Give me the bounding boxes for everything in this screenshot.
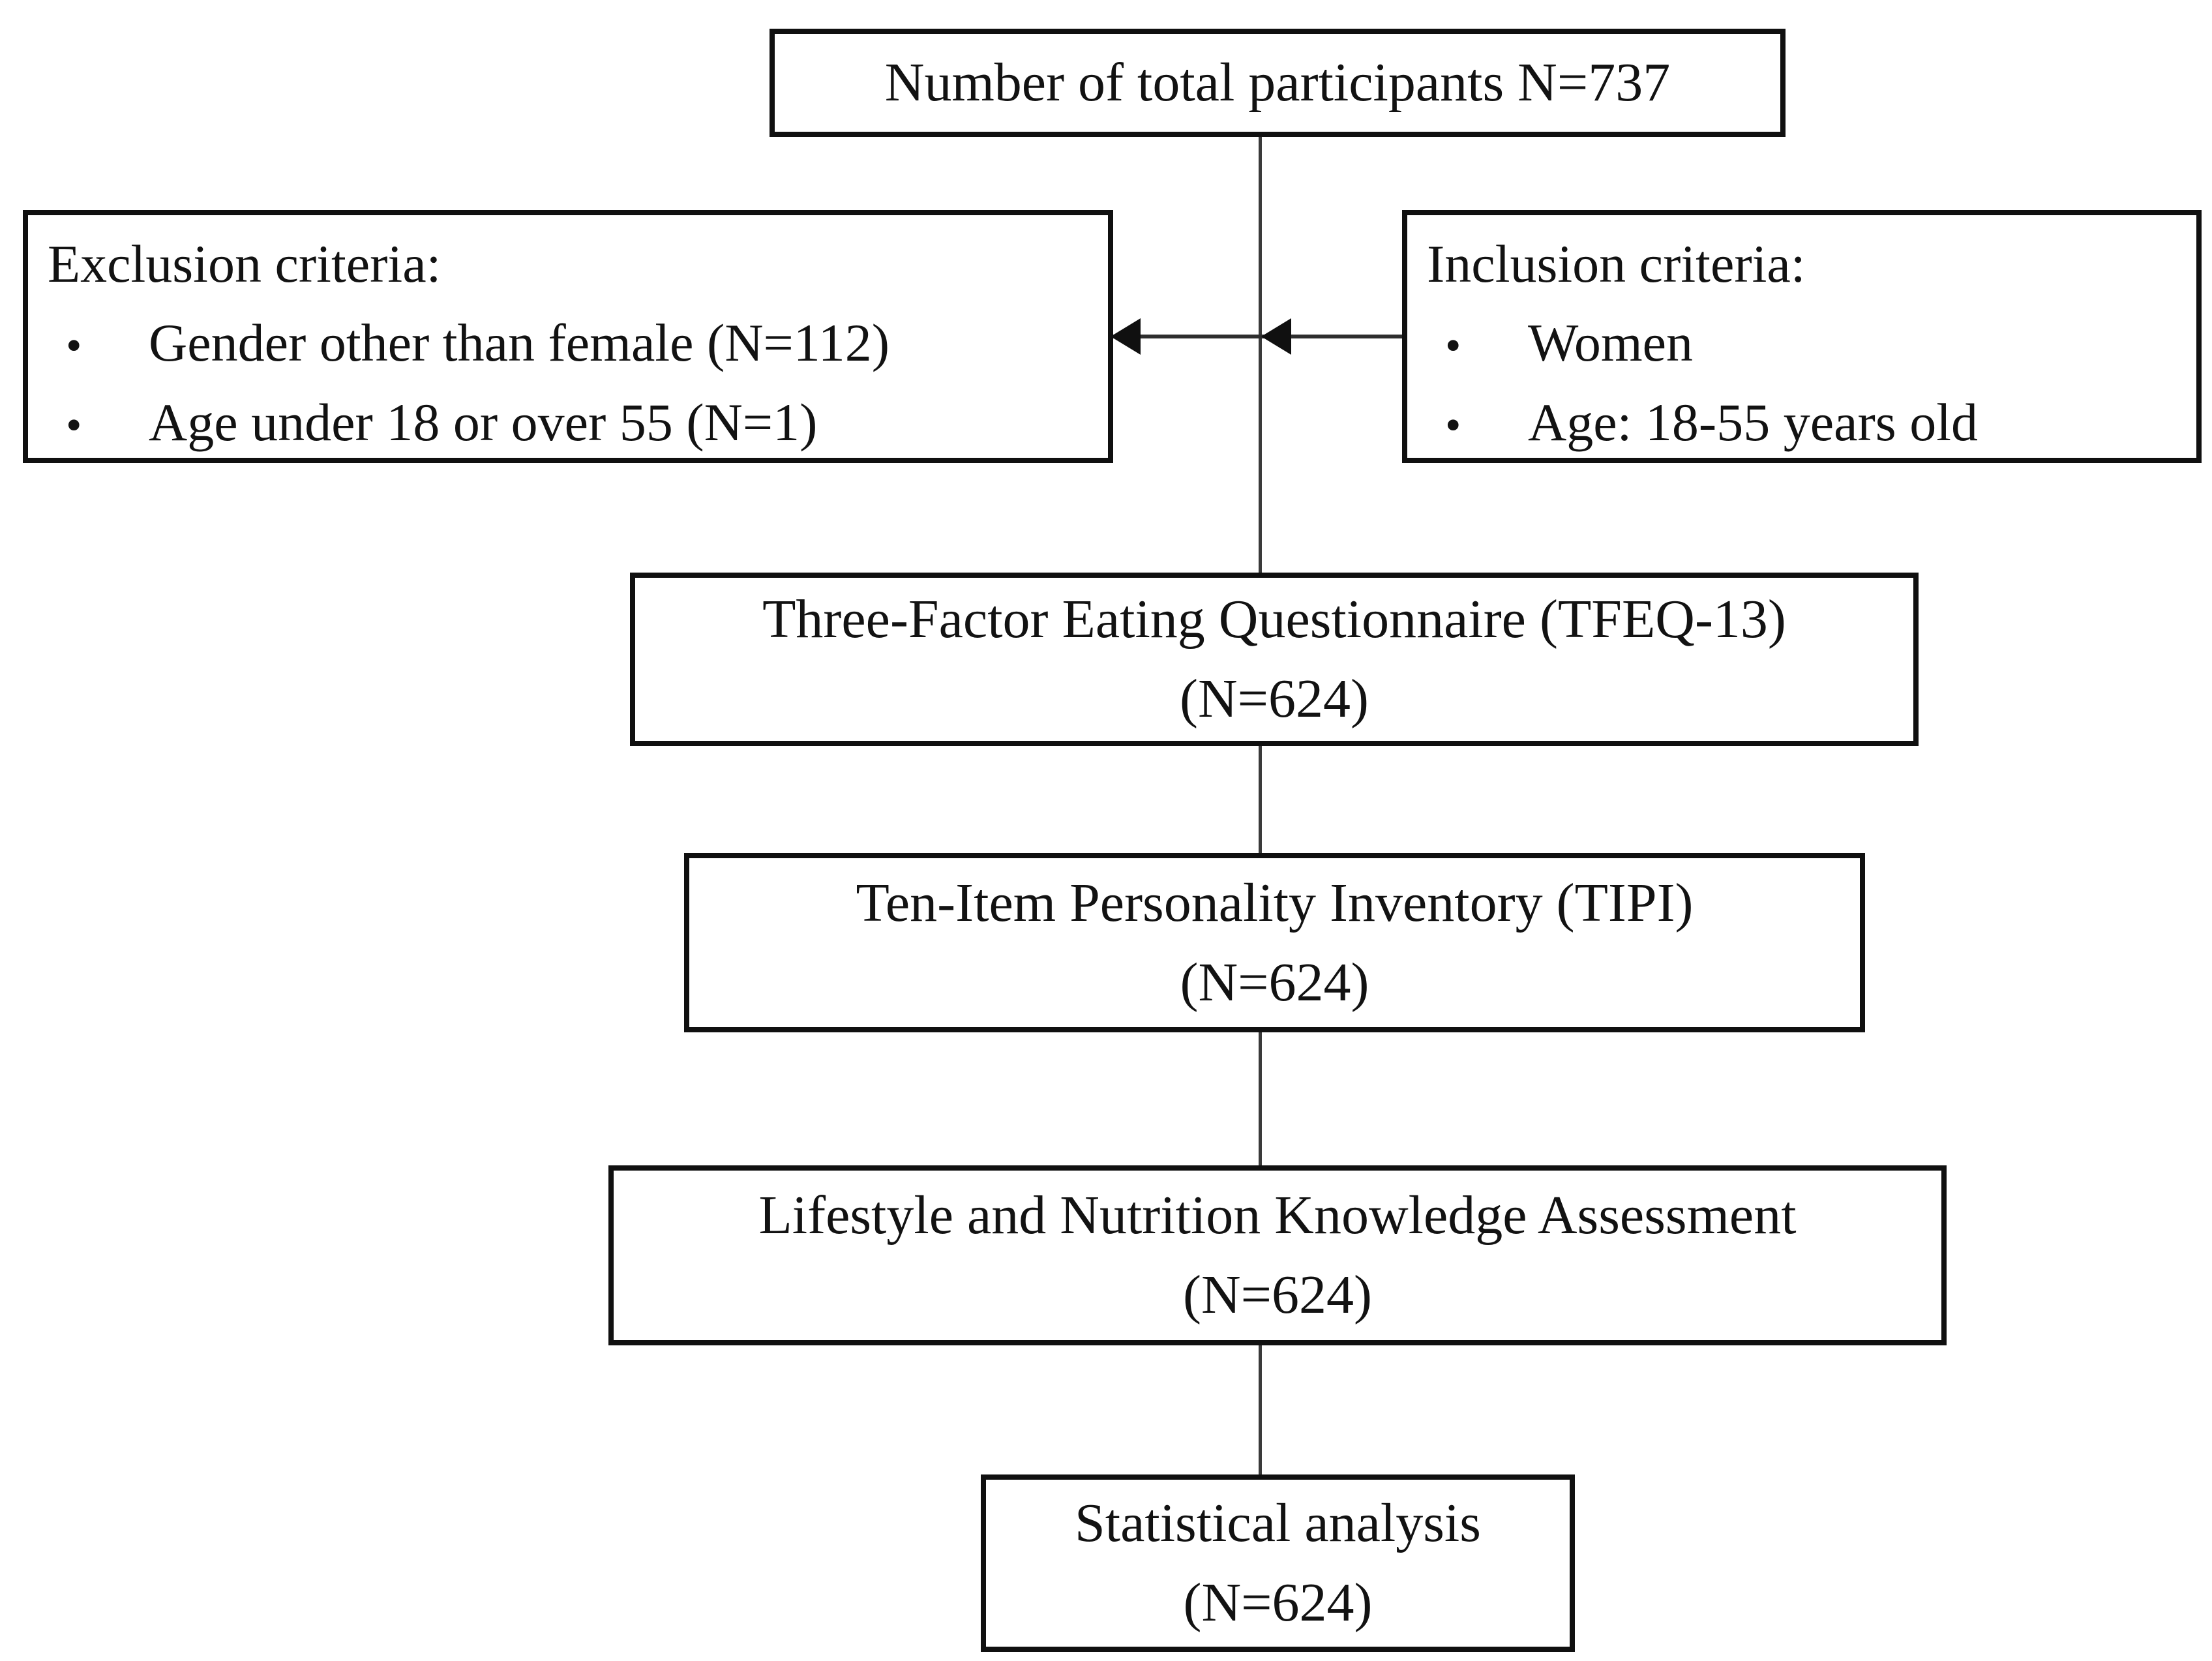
list-item: • Age: 18-55 years old <box>1427 383 2183 462</box>
list-item: • Gender other than female (N=112) <box>48 303 1095 382</box>
exclusion-criteria-box: Exclusion criteria: • Gender other than … <box>23 210 1113 463</box>
list-item: • Age under 18 or over 55 (N=1) <box>48 383 1095 462</box>
arrowhead-left-icon <box>1261 318 1291 355</box>
tipi-box: Ten-Item Personality Inventory (TIPI) (N… <box>684 853 1865 1032</box>
lifestyle-title: Lifestyle and Nutrition Knowledge Assess… <box>758 1185 1797 1246</box>
vertical-connector-line <box>1259 136 1262 1478</box>
list-item: • Women <box>1427 303 2183 382</box>
exclusion-criteria-list: • Gender other than female (N=112) • Age… <box>48 303 1095 462</box>
exclusion-item-age: Age under 18 or over 55 (N=1) <box>149 392 818 452</box>
arrowhead-left-icon <box>1111 318 1141 355</box>
lifestyle-n: (N=624) <box>1183 1264 1372 1325</box>
tfeq-title: Three-Factor Eating Questionnaire (TFEQ-… <box>762 589 1786 650</box>
total-participants-box: Number of total participants N=737 <box>770 29 1786 137</box>
bullet-icon: • <box>1445 400 1461 451</box>
inclusion-item-age: Age: 18-55 years old <box>1528 392 1978 452</box>
bullet-icon: • <box>1445 321 1461 372</box>
exclusion-item-gender: Gender other than female (N=112) <box>149 313 890 373</box>
bullet-icon: • <box>66 321 82 372</box>
statistical-analysis-n: (N=624) <box>1183 1572 1373 1633</box>
tfeq-n: (N=624) <box>1180 668 1369 729</box>
exclusion-criteria-title: Exclusion criteria: <box>48 234 441 293</box>
inclusion-criteria-box: Inclusion criteria: • Women • Age: 18-55… <box>1402 210 2202 463</box>
tipi-n: (N=624) <box>1180 951 1369 1013</box>
tfeq-box: Three-Factor Eating Questionnaire (TFEQ-… <box>630 573 1919 746</box>
total-participants-text: Number of total participants N=737 <box>884 52 1671 113</box>
statistical-analysis-box: Statistical analysis (N=624) <box>981 1474 1575 1652</box>
statistical-analysis-title: Statistical analysis <box>1075 1493 1481 1554</box>
inclusion-item-women: Women <box>1528 313 1694 373</box>
tipi-title: Ten-Item Personality Inventory (TIPI) <box>856 872 1694 933</box>
lifestyle-assessment-box: Lifestyle and Nutrition Knowledge Assess… <box>608 1165 1947 1345</box>
inclusion-criteria-list: • Women • Age: 18-55 years old <box>1427 303 2183 462</box>
criteria-arrow-line <box>1113 335 1402 338</box>
bullet-icon: • <box>66 400 82 451</box>
inclusion-criteria-title: Inclusion criteria: <box>1427 234 1806 293</box>
